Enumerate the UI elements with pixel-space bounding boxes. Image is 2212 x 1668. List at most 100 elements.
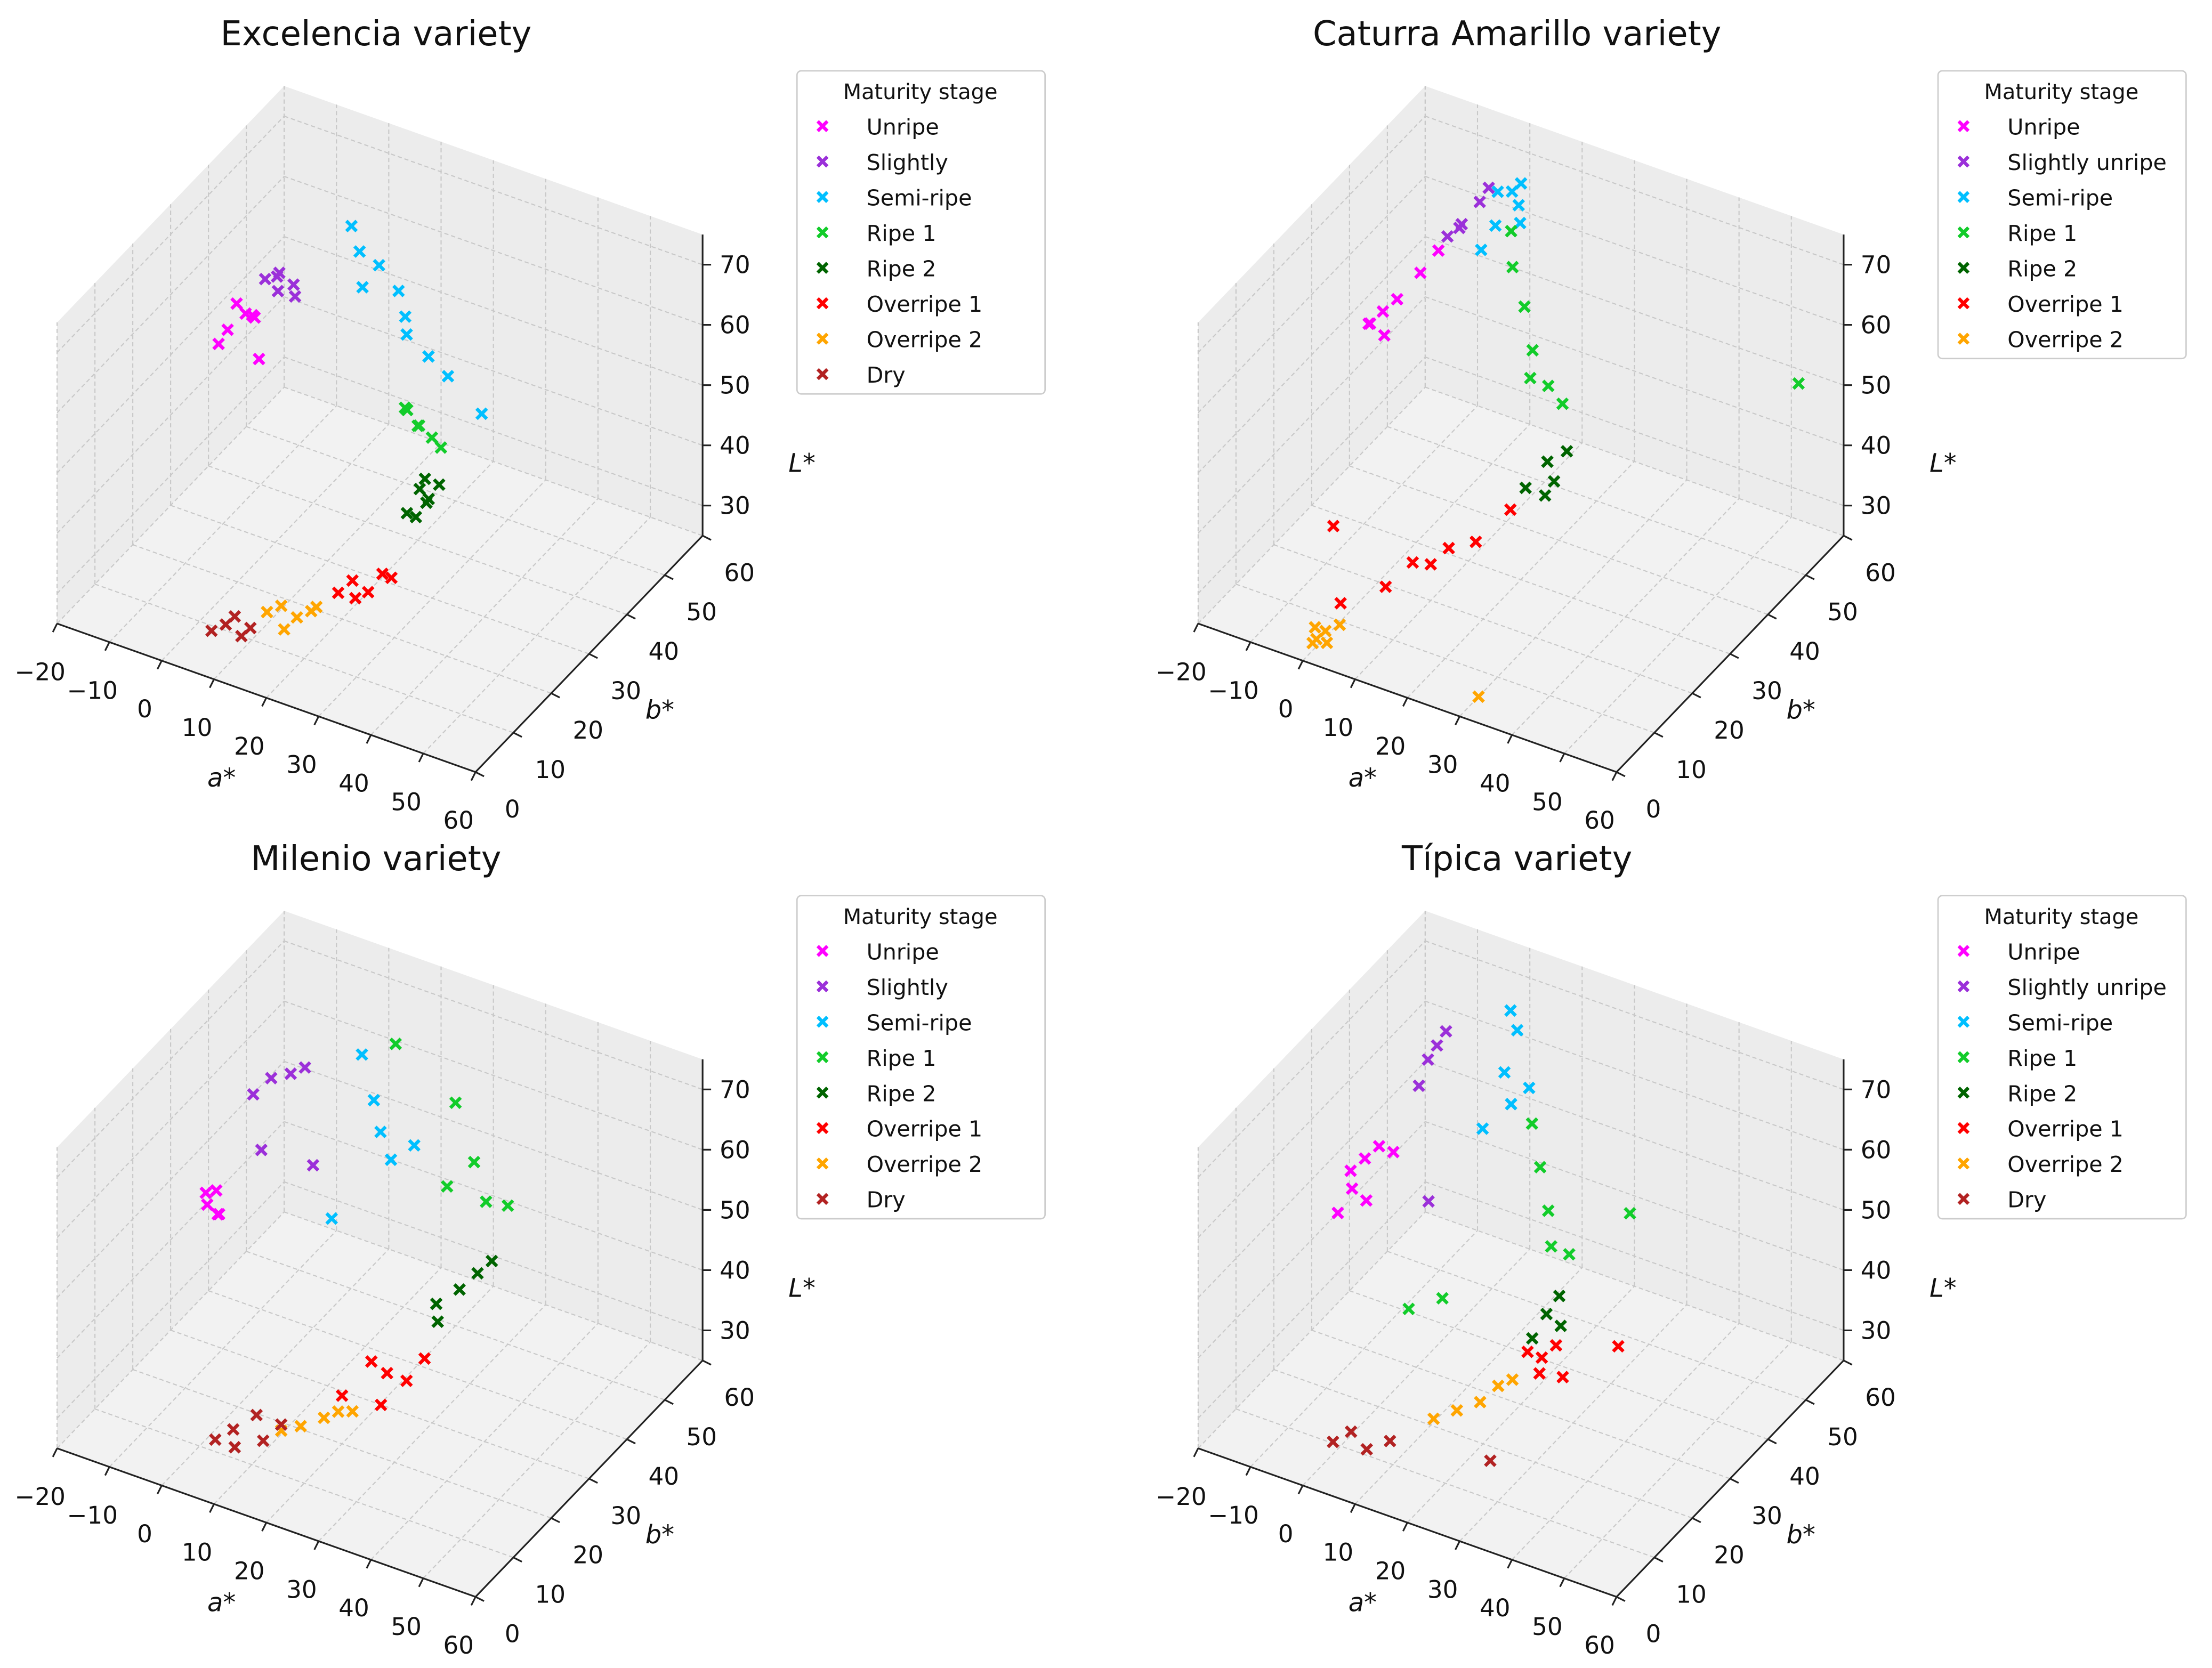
legend-entry: Overripe 2 (2007, 327, 2124, 353)
a-tick (1350, 1503, 1356, 1513)
gridline (109, 1230, 337, 1468)
data-point (290, 611, 303, 624)
legend-marker-icon (1957, 333, 1970, 345)
legend-marker-icon (816, 226, 829, 239)
data-point (1514, 216, 1527, 230)
data-point (265, 1072, 278, 1084)
gridline (56, 357, 285, 594)
series-overripe-2 (1427, 1373, 1519, 1426)
legend-marker-icon (1957, 1016, 1970, 1028)
data-point (213, 1208, 225, 1221)
data-point (353, 245, 366, 258)
data-point (356, 1048, 368, 1061)
a-tick-label: 20 (1375, 732, 1406, 760)
data-point (317, 1411, 330, 1424)
data-point (1549, 1339, 1563, 1352)
b-tick (1616, 1596, 1626, 1602)
gridline (170, 505, 590, 655)
a-tick (1611, 1596, 1618, 1606)
data-point (408, 1139, 421, 1152)
legend-box (1937, 70, 2187, 360)
data-point (306, 1159, 320, 1172)
legend: Maturity stage Unripe Slightly unripe Semi-… (1937, 895, 2187, 1220)
b-tick (513, 1557, 522, 1562)
gridline (1425, 1000, 1844, 1151)
legend-marker-icon (816, 945, 829, 957)
a-tick (1245, 1466, 1252, 1476)
data-point (1489, 219, 1502, 232)
data-point (1511, 1024, 1524, 1037)
gridline (1198, 1121, 1426, 1359)
data-point (298, 1061, 311, 1074)
legend-title: Maturity stage (1984, 80, 2138, 104)
gridline (161, 1249, 390, 1486)
data-point (275, 1418, 288, 1431)
data-point (221, 323, 234, 336)
l-tick-label: 40 (720, 1256, 750, 1284)
legend-marker-icon (1957, 191, 1970, 203)
l-tick-label: 50 (720, 1196, 750, 1224)
legend-entry: Slightly (867, 150, 948, 175)
legend-title: Maturity stage (843, 80, 998, 104)
gridline (284, 1000, 703, 1151)
series-ripe-2 (430, 1254, 498, 1329)
series-ripe-2 (400, 472, 446, 524)
legend-entry: Unripe (867, 115, 939, 140)
series-overripe-1 (335, 1352, 431, 1412)
a-tick (1559, 753, 1565, 763)
data-point (1525, 1117, 1539, 1130)
data-point (1506, 1373, 1519, 1386)
data-point (1553, 1290, 1566, 1302)
legend-box (796, 70, 1046, 395)
a-tick-label: −10 (67, 676, 118, 705)
series-dry (208, 1408, 288, 1454)
data-point (235, 629, 248, 643)
a-tick (156, 1485, 163, 1495)
b-tick (588, 653, 598, 659)
data-point (392, 285, 405, 297)
data-point (1506, 261, 1519, 273)
data-point (1320, 636, 1334, 650)
a-tick (418, 1577, 424, 1588)
data-point (1422, 1053, 1434, 1066)
data-point (199, 1186, 212, 1200)
legend-entry: Semi-ripe (867, 1010, 972, 1035)
a-axis-label: a* (207, 1589, 236, 1618)
gridline (1425, 115, 1844, 265)
b-tick-label: 40 (649, 637, 680, 666)
a-tick-label: −20 (1156, 658, 1206, 686)
legend-entry: Overripe 1 (2007, 292, 2124, 317)
gridline (1425, 236, 1844, 386)
series-ripe-1 (1505, 224, 1805, 410)
series-ripe-1 (1402, 1117, 1636, 1315)
a-tick (1297, 660, 1304, 670)
data-point (1541, 1204, 1555, 1217)
data-point (1427, 1412, 1440, 1426)
legend-marker-icon (816, 1051, 829, 1064)
b-tick-label: 10 (1676, 756, 1706, 784)
series-semi-ripe (1475, 177, 1528, 256)
data-point (1563, 1248, 1576, 1261)
data-point (1344, 1425, 1358, 1438)
a-tick-label: 0 (137, 1520, 152, 1548)
data-point (1491, 1379, 1505, 1392)
legend-entry: Semi-ripe (2007, 185, 2113, 211)
data-point (413, 482, 426, 496)
data-point (253, 352, 265, 366)
a-tick (1245, 642, 1252, 651)
b-tick (626, 613, 636, 620)
gridline (132, 1369, 552, 1519)
data-point (1624, 1207, 1636, 1220)
data-point (399, 310, 412, 323)
l-tick-label: 30 (720, 492, 750, 520)
legend-entry: Ripe 2 (2007, 1081, 2077, 1106)
legend-entry: Ripe 2 (867, 256, 937, 282)
data-point (255, 1144, 268, 1156)
data-point (261, 605, 273, 619)
data-point (1345, 1182, 1359, 1195)
data-point (400, 1374, 413, 1387)
data-point (1412, 1079, 1425, 1092)
gridline (370, 498, 599, 735)
gridline (1198, 236, 1426, 474)
b-tick (1843, 535, 1853, 541)
